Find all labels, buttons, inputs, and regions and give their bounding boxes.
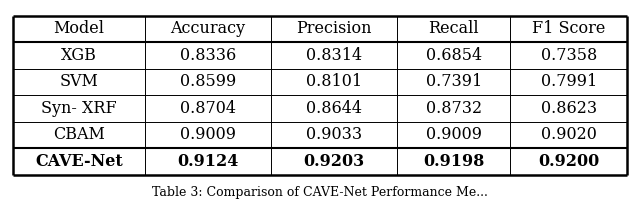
Text: 0.7991: 0.7991 — [541, 73, 597, 90]
Text: 0.9124: 0.9124 — [177, 153, 239, 170]
Text: 0.8336: 0.8336 — [180, 47, 236, 64]
Text: 0.9009: 0.9009 — [426, 127, 482, 143]
Text: 0.7391: 0.7391 — [426, 73, 482, 90]
Text: 0.8704: 0.8704 — [180, 100, 236, 117]
Text: 0.6854: 0.6854 — [426, 47, 482, 64]
Text: 0.8644: 0.8644 — [306, 100, 362, 117]
Text: 0.9033: 0.9033 — [306, 127, 362, 143]
Text: Model: Model — [53, 20, 104, 37]
Text: CBAM: CBAM — [53, 127, 105, 143]
Text: 0.9200: 0.9200 — [538, 153, 600, 170]
Text: 0.9198: 0.9198 — [423, 153, 484, 170]
Text: XGB: XGB — [61, 47, 97, 64]
Text: 0.8101: 0.8101 — [306, 73, 362, 90]
Text: 0.9203: 0.9203 — [303, 153, 364, 170]
Text: 0.8732: 0.8732 — [426, 100, 482, 117]
Text: 0.8623: 0.8623 — [541, 100, 597, 117]
Text: 0.8314: 0.8314 — [306, 47, 362, 64]
Text: SVM: SVM — [60, 73, 99, 90]
Text: Accuracy: Accuracy — [170, 20, 245, 37]
Text: F1 Score: F1 Score — [532, 20, 605, 37]
Text: 0.9020: 0.9020 — [541, 127, 596, 143]
Text: 0.9009: 0.9009 — [180, 127, 236, 143]
Text: 0.7358: 0.7358 — [541, 47, 597, 64]
Text: Syn- XRF: Syn- XRF — [41, 100, 116, 117]
Text: Precision: Precision — [296, 20, 372, 37]
Text: 0.8599: 0.8599 — [180, 73, 236, 90]
Text: Recall: Recall — [428, 20, 479, 37]
Text: CAVE-Net: CAVE-Net — [35, 153, 123, 170]
Text: Table 3: Comparison of CAVE-Net Performance Me...: Table 3: Comparison of CAVE-Net Performa… — [152, 186, 488, 199]
